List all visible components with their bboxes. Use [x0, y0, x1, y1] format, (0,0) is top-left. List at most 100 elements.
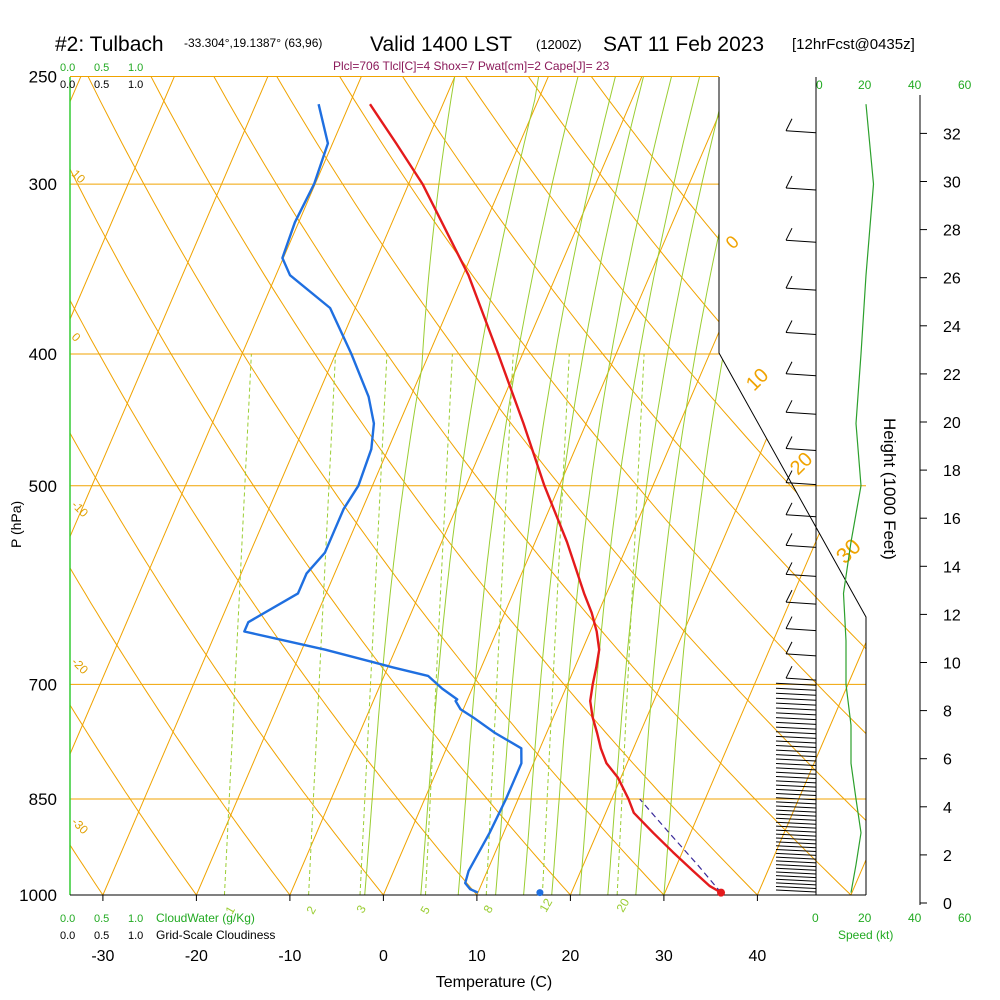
dry-adiabat: [511, 77, 866, 895]
grid-lines: [70, 77, 866, 895]
wind-barb: [775, 875, 817, 879]
wind-barb: [775, 871, 817, 875]
dry-adiabat: [70, 77, 218, 895]
height-tick-label: 20: [943, 415, 961, 432]
cloudwater-scale-top-2: 1.0: [128, 62, 143, 74]
wind-barb: [785, 447, 817, 451]
height-tick-label: 2: [943, 848, 952, 865]
wind-barb-flag: [785, 470, 793, 483]
cloudiness-scale-top-2: 1.0: [128, 79, 143, 91]
wind-barb-flag: [785, 175, 793, 189]
wind-barb: [785, 482, 817, 486]
wind-barb: [775, 717, 817, 721]
dry-adiabat-label: 0: [69, 330, 84, 345]
cloudwater-label: CloudWater (g/Kg): [156, 911, 255, 925]
wind-barb: [775, 801, 817, 805]
wind-barb: [775, 712, 817, 716]
moist-adiabat: [635, 77, 757, 895]
wind-barb: [775, 735, 817, 739]
isotherm-line: [70, 77, 175, 895]
wind-speed-tick-top: 0: [816, 78, 823, 92]
wind-barb: [775, 809, 817, 813]
moist-adiabat: [579, 77, 701, 895]
wind-barb: [775, 780, 817, 784]
wind-barb: [775, 889, 817, 893]
isotherm-label: 0: [722, 232, 743, 253]
height-tick-label: 10: [943, 656, 961, 673]
dry-adiabat: [70, 77, 503, 895]
isotherm-label: 20: [786, 448, 817, 479]
wind-barb: [775, 697, 817, 701]
wind-barb: [775, 682, 817, 686]
temperature-tick-label: -30: [91, 948, 114, 965]
wind-barb: [785, 287, 817, 291]
wind-barb: [775, 856, 817, 860]
wind-barb-flag: [785, 533, 793, 546]
wind-barb-flag: [785, 665, 793, 679]
wind-panel: 0 20 40 600 20 40 60: [775, 77, 972, 925]
mixing-ratio-label: 8: [480, 902, 496, 915]
wind-barb: [775, 692, 817, 696]
station-title: #2: Tulbach: [55, 33, 164, 56]
forecast-date: SAT 11 Feb 2023: [603, 33, 764, 56]
temperature-tick-label: 0: [379, 948, 388, 965]
dry-adiabat: [324, 77, 866, 895]
wind-barb: [775, 687, 817, 691]
wind-barb: [775, 793, 817, 797]
wind-speed-tick-bottom: 20: [858, 911, 872, 925]
wind-barb: [775, 878, 817, 882]
height-tick-label: 22: [943, 367, 961, 384]
cloudwater-scale-bottom-2: 1.0: [128, 913, 143, 925]
wind-barb: [775, 745, 817, 749]
height-tick-label: 14: [943, 559, 961, 576]
temperature-tick-label: 20: [562, 948, 580, 965]
wind-barb: [775, 762, 817, 766]
height-tick-label: 18: [943, 463, 961, 480]
cloudiness-label: Grid-Scale Cloudiness: [156, 928, 275, 942]
wind-barb: [775, 776, 817, 780]
cloudiness-scale-bottom-2: 1.0: [128, 930, 143, 942]
dry-adiabat: [70, 77, 597, 895]
station-coords: -33.304°,19.1387° (63,96): [184, 36, 322, 50]
wind-speed-label: Speed (kt): [838, 928, 893, 942]
wind-barb: [775, 867, 817, 871]
height-tick-label: 30: [943, 175, 961, 192]
height-tick-label: 6: [943, 752, 952, 769]
wind-barb-flag: [785, 589, 793, 603]
temperature-tick-label: 30: [655, 948, 673, 965]
height-tick-label: 4: [943, 800, 952, 817]
utc-time: (1200Z): [536, 37, 582, 52]
dewpoint-profile: [243, 103, 523, 894]
wind-barb-flag: [785, 275, 793, 289]
wind-barb: [775, 860, 817, 864]
height-tick-label: 32: [943, 126, 961, 143]
wind-barb: [785, 677, 817, 681]
wind-barb: [775, 754, 817, 758]
wind-barb: [785, 544, 817, 548]
wind-speed-tick-top: 40: [908, 78, 922, 92]
dry-adiabat-label: 10: [69, 167, 89, 187]
plot-right-edge: [718, 77, 867, 895]
moist-adiabat: [364, 77, 456, 895]
temperature-tick-label: 40: [749, 948, 767, 965]
moist-adiabat: [523, 77, 644, 895]
wind-barb: [775, 852, 817, 856]
wind-barb: [775, 845, 817, 849]
dry-adiabat: [70, 77, 123, 895]
wind-speed-tick-top: 20: [858, 78, 872, 92]
wind-barb: [785, 130, 817, 134]
wind-speed-profile: [842, 104, 875, 893]
wind-barb: [785, 653, 817, 657]
mixing-ratio-label: 12: [536, 896, 555, 915]
mixing-ratio-line: [308, 353, 337, 895]
mixing-ratio-label: 5: [417, 903, 433, 916]
wind-barb: [775, 813, 817, 817]
wind-barb: [775, 771, 817, 775]
temperature-axis-title: Temperature (C): [436, 974, 552, 991]
wind-barb: [775, 784, 817, 788]
wind-barb: [775, 821, 817, 825]
cloudiness-scale-top-1: 0.5: [94, 79, 109, 91]
wind-barb-flag: [785, 562, 793, 575]
wind-barb-flag: [785, 616, 793, 629]
pressure-tick-label: 400: [29, 345, 57, 364]
